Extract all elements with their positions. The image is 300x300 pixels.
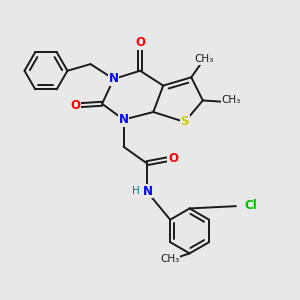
Text: O: O bbox=[135, 36, 145, 49]
Text: O: O bbox=[168, 152, 178, 165]
Text: CH₃: CH₃ bbox=[221, 95, 241, 106]
Text: Cl: Cl bbox=[244, 199, 257, 212]
Text: O: O bbox=[71, 99, 81, 112]
Text: CH₃: CH₃ bbox=[195, 54, 214, 64]
Text: N: N bbox=[143, 185, 153, 198]
Text: N: N bbox=[118, 113, 129, 126]
Text: S: S bbox=[180, 116, 189, 128]
Text: N: N bbox=[109, 73, 119, 85]
Text: H: H bbox=[132, 186, 140, 196]
Text: CH₃: CH₃ bbox=[160, 254, 179, 264]
